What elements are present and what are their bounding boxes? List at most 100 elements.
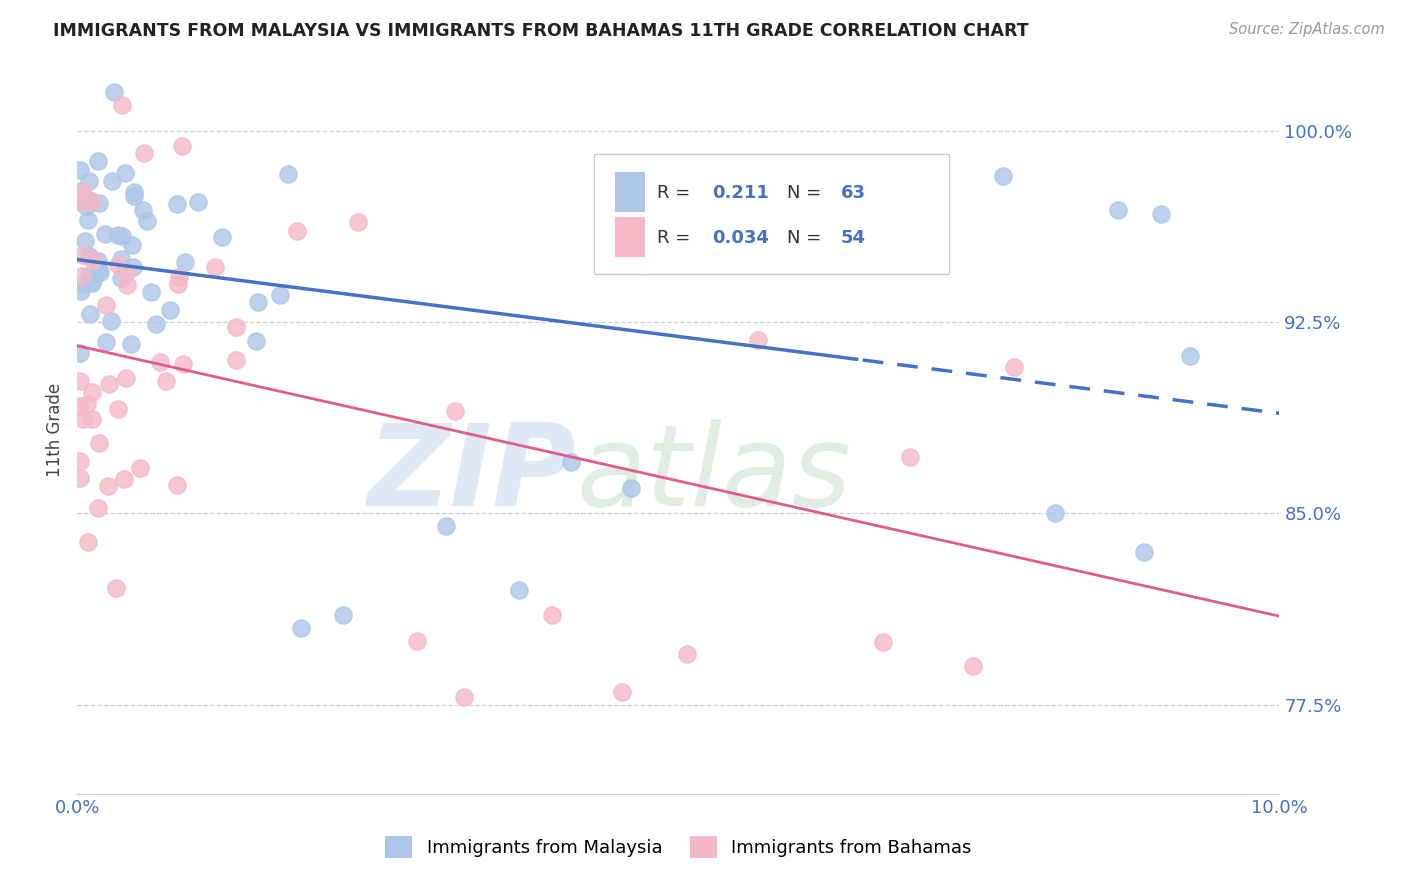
Point [1107, 202, 1129, 217]
Text: N =: N = [786, 184, 827, 202]
Point [110, 271, 132, 285]
Point [620, 481, 643, 495]
Point [962, 659, 984, 673]
Point [72, 412, 94, 426]
Point [89, 265, 111, 279]
Point [112, 472, 135, 486]
Text: R =: R = [657, 228, 696, 247]
Y-axis label: 11th Grade: 11th Grade [46, 384, 65, 477]
Point [70, 285, 93, 299]
Point [107, 227, 129, 242]
Point [821, 173, 844, 187]
Point [277, 167, 299, 181]
FancyBboxPatch shape [614, 172, 645, 212]
Text: ZIP: ZIP [368, 418, 576, 530]
Point [541, 608, 564, 623]
Point [610, 685, 633, 699]
Point [211, 230, 233, 244]
Point [245, 334, 267, 349]
Point [225, 352, 247, 367]
Point [105, 582, 128, 596]
Point [87, 153, 110, 168]
Point [69, 184, 91, 198]
Point [79, 174, 101, 188]
Point [141, 285, 163, 300]
Point [79, 307, 101, 321]
Point [77, 534, 100, 549]
Point [872, 635, 894, 649]
Point [117, 278, 139, 293]
Point [453, 690, 475, 704]
Point [84, 268, 107, 283]
Point [747, 333, 769, 347]
Point [1002, 359, 1025, 374]
Point [94, 298, 117, 312]
Text: 0.034: 0.034 [711, 228, 769, 247]
Point [80, 385, 103, 400]
Point [94, 227, 117, 241]
Point [991, 169, 1014, 184]
Point [94, 334, 117, 349]
Point [69, 454, 91, 468]
Point [149, 355, 172, 369]
Point [114, 266, 136, 280]
Legend: Immigrants from Malaysia, Immigrants from Bahamas: Immigrants from Malaysia, Immigrants fro… [378, 829, 979, 865]
Point [347, 215, 370, 229]
Point [508, 582, 530, 597]
Point [134, 146, 156, 161]
Text: Source: ZipAtlas.com: Source: ZipAtlas.com [1229, 22, 1385, 37]
Point [898, 450, 921, 464]
Point [114, 166, 136, 180]
Point [69, 374, 91, 388]
Point [115, 370, 138, 384]
Point [187, 194, 209, 209]
Point [128, 460, 150, 475]
Point [444, 404, 467, 418]
Point [120, 337, 142, 351]
Point [172, 138, 194, 153]
Point [87, 435, 110, 450]
Point [77, 248, 100, 262]
Point [167, 277, 190, 291]
Point [1178, 349, 1201, 363]
Point [98, 377, 121, 392]
Point [72, 277, 94, 292]
Text: atlas: atlas [576, 418, 852, 530]
Point [166, 196, 188, 211]
FancyBboxPatch shape [614, 218, 645, 258]
Point [290, 621, 312, 635]
Point [121, 260, 143, 274]
Text: N =: N = [786, 228, 827, 247]
Point [70, 268, 93, 283]
Point [69, 471, 91, 485]
Point [76, 212, 98, 227]
Point [204, 260, 226, 274]
Point [135, 214, 157, 228]
Point [145, 318, 167, 332]
Text: 63: 63 [841, 184, 866, 202]
Text: 54: 54 [841, 228, 866, 247]
Point [155, 374, 177, 388]
Point [82, 194, 104, 208]
Point [159, 303, 181, 318]
Point [103, 86, 125, 100]
Point [69, 346, 91, 360]
Point [332, 608, 354, 623]
Point [70, 193, 93, 207]
Point [247, 295, 270, 310]
Point [167, 270, 190, 285]
Point [172, 357, 194, 371]
Point [80, 412, 103, 426]
Point [1133, 544, 1156, 558]
Point [285, 224, 308, 238]
Point [657, 177, 679, 191]
Point [166, 478, 188, 492]
Point [676, 647, 699, 661]
Point [110, 252, 132, 266]
Point [1150, 207, 1173, 221]
Point [82, 253, 104, 268]
Point [107, 402, 129, 417]
Point [69, 399, 91, 413]
Point [131, 203, 153, 218]
Text: 0.211: 0.211 [711, 184, 769, 202]
